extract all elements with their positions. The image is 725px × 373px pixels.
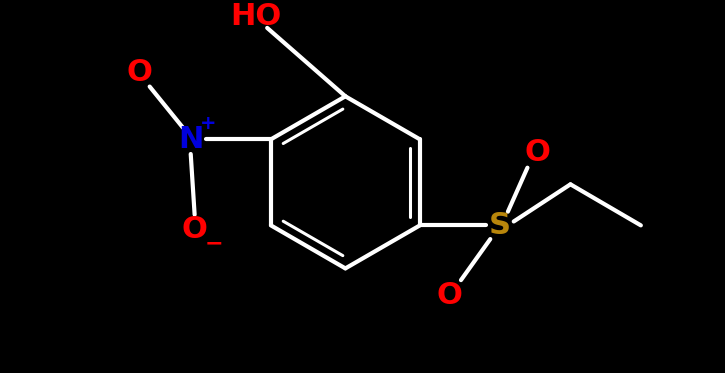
Text: HO: HO (230, 1, 281, 31)
Text: S: S (489, 211, 511, 240)
Text: −: − (205, 233, 223, 253)
Text: N: N (178, 125, 204, 154)
Text: O: O (436, 281, 462, 310)
Text: O: O (127, 58, 153, 87)
Text: O: O (524, 138, 550, 167)
Text: +: + (200, 114, 217, 133)
Text: O: O (182, 215, 207, 244)
